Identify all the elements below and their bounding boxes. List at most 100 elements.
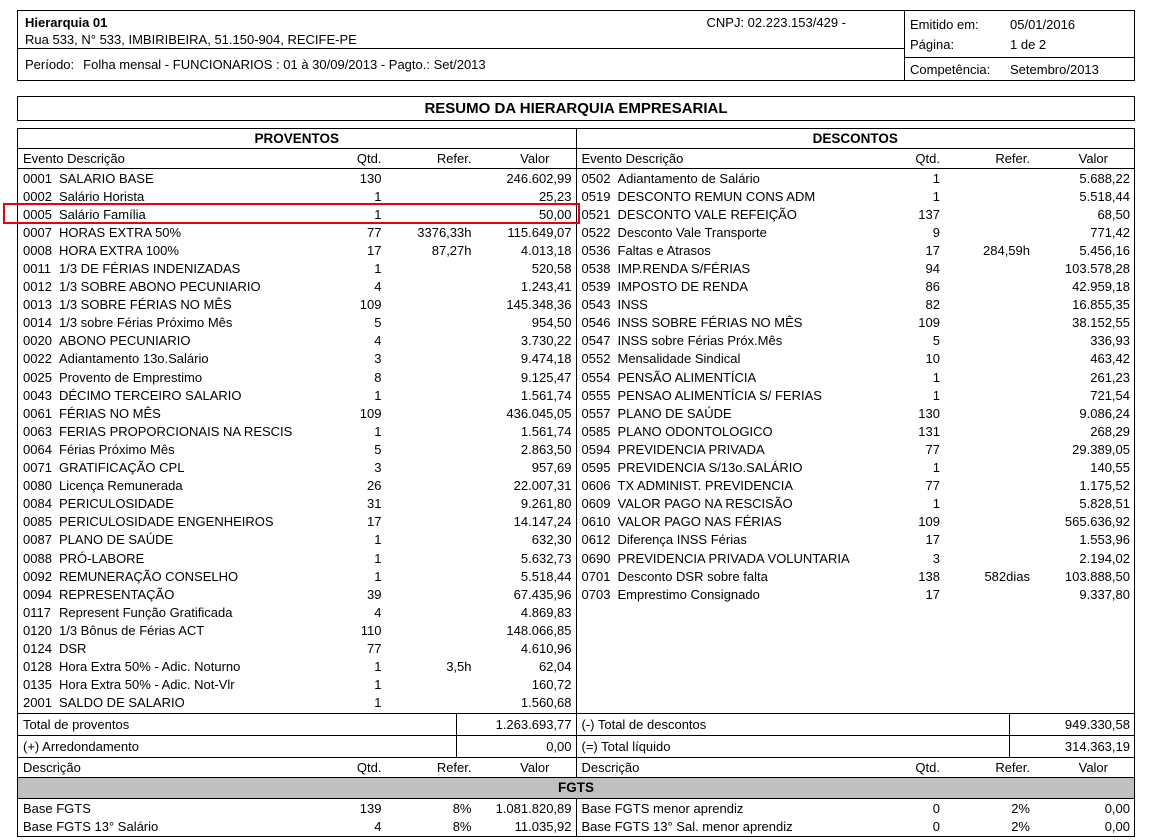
event-description: PREVIDENCIA S/13o.SALÁRIO (617, 460, 803, 476)
event-refer: 582dias (984, 568, 1030, 584)
event-value: 68,50 (1097, 206, 1130, 222)
event-code: 0087 (23, 532, 52, 548)
event-description: INSS (617, 297, 648, 313)
table-row: 0519 DESCONTO REMUN CONS ADM 1 5.518,44 (577, 187, 1135, 205)
report-header-left: Hierarquia 01 CNPJ: 02.223.153/429 - Rua… (18, 11, 904, 80)
event-code: 0555 (581, 387, 611, 403)
table-row: 0008 HORA EXTRA 100% 17 87,27h 4.013,18 (18, 241, 576, 259)
event-qty: 1 (932, 460, 940, 476)
table-row: 0546 INSS SOBRE FÉRIAS NO MÊS 109 38.152… (577, 314, 1135, 332)
table-row: 0064 Férias Próximo Mês 5 2.863,50 (18, 440, 576, 458)
event-description: INSS sobre Férias Próx.Mês (617, 333, 783, 349)
event-description: Represent Função Gratificada (59, 604, 233, 620)
event-qty: 109 (359, 405, 382, 421)
event-code: 0521 (581, 206, 611, 222)
table-row: 0085 PERICULOSIDADE ENGENHEIROS 17 14.14… (18, 513, 576, 531)
event-code: 0012 (23, 279, 52, 295)
table-row: 0080 Licença Remunerada 26 22.007,31 (18, 477, 576, 495)
event-description: REMUNERAÇÃO CONSELHO (59, 568, 239, 584)
table-row: 0521 DESCONTO VALE REFEIÇÃO 137 68,50 (577, 205, 1135, 223)
event-value: 42.959,18 (1072, 279, 1130, 295)
event-value: 9.261,80 (520, 496, 572, 512)
event-value: 721,54 (1090, 387, 1130, 403)
report-header: Hierarquia 01 CNPJ: 02.223.153/429 - Rua… (17, 10, 1135, 81)
table-row: 0020 ABONO PECUNIARIO 4 3.730,22 (18, 332, 576, 350)
event-code: 0064 (23, 441, 52, 457)
event-value: 261,23 (1090, 369, 1130, 385)
table-row: 0610 VALOR PAGO NAS FÉRIAS 109 565.636,9… (577, 513, 1135, 531)
event-qty: 39 (367, 586, 382, 602)
event-code: 0557 (581, 405, 611, 421)
table-row: Base FGTS 139 8% 1.081.820,89 (18, 799, 576, 817)
event-value: 268,29 (1090, 423, 1130, 439)
event-qty: 5 (374, 315, 382, 331)
event-value: 632,30 (531, 532, 572, 548)
event-qty: 1 (932, 496, 940, 512)
event-value: 1.175,52 (1079, 478, 1130, 494)
proventos-rows: 0001 SALARIO BASE 130 246.602,99 0002 Sa… (3, 169, 579, 713)
event-description: FÉRIAS NO MÊS (59, 405, 161, 421)
event-qty: 1 (374, 568, 382, 584)
table-row: 0063 FERIAS PROPORCIONAIS NA RESCIS 1 1.… (18, 422, 576, 440)
column-header-qtd: Qtd. (915, 760, 940, 775)
competence-row: Competência: Setembro/2013 (905, 58, 1134, 80)
table-row: 0117 Represent Função Gratificada 4 4.86… (18, 603, 576, 621)
table-row: 0536 Faltas e Atrasos 17 284,59h 5.456,1… (577, 241, 1135, 259)
event-qty: 17 (367, 242, 382, 258)
table-row: 0703 Emprestimo Consignado 17 9.337,80 (577, 585, 1135, 603)
event-qty: 17 (925, 586, 940, 602)
fgts-left-headers: Descrição Qtd. Refer. Valor (18, 758, 576, 778)
event-value: 5.688,22 (1079, 170, 1130, 186)
event-qty: 1 (374, 550, 382, 566)
event-value: 565.636,92 (1064, 514, 1130, 530)
event-code: 0080 (23, 478, 52, 494)
event-qty: 1 (374, 387, 382, 403)
event-qty: 5 (374, 441, 382, 457)
event-value: 1.561,74 (520, 423, 572, 439)
event-code: 0043 (23, 387, 52, 403)
event-description: HORA EXTRA 100% (59, 242, 179, 258)
event-value: 5.518,44 (1079, 188, 1130, 204)
column-header-refer: Refer. (995, 151, 1030, 166)
event-description: PENSAO ALIMENTÍCIA S/ FERIAS (617, 387, 822, 403)
table-row: 0124 DSR 77 4.610,96 (18, 639, 576, 657)
event-code: 0701 (581, 568, 611, 584)
event-code: 0088 (23, 550, 52, 566)
emitted-value: 05/01/2016 (1010, 16, 1076, 32)
event-qty: 110 (360, 622, 382, 638)
total-row: (-) Total de descontos 949.330,58 (576, 714, 1134, 736)
table-row: 0594 PREVIDENCIA PRIVADA 77 29.389,05 (577, 440, 1135, 458)
event-code: 0008 (23, 242, 52, 258)
event-code: 0539 (581, 279, 611, 295)
event-description: Salário Horista (59, 188, 145, 204)
events-columns: PROVENTOS Evento Descrição Qtd. Refer. V… (3, 129, 1135, 713)
event-description: Licença Remunerada (59, 478, 183, 494)
event-qty: 3 (374, 351, 382, 367)
event-qty: 77 (925, 478, 940, 494)
period-label: Período: (25, 57, 75, 73)
event-value: 50,00 (538, 206, 572, 222)
event-code: 0554 (581, 369, 611, 385)
base-qty: 0 (932, 800, 940, 816)
event-description: Diferença INSS Férias (617, 532, 747, 548)
event-description: Adiantamento de Salário (617, 170, 760, 186)
event-qty: 26 (367, 478, 382, 494)
event-value: 62,04 (538, 659, 572, 675)
event-description: Desconto Vale Transporte (617, 224, 767, 240)
event-value: 1.553,96 (1079, 532, 1130, 548)
event-description: Hora Extra 50% - Adic. Not-Vlr (59, 677, 235, 693)
table-row: 0011 1/3 DE FÉRIAS INDENIZADAS 1 520,58 (18, 259, 576, 277)
base-description: Base FGTS (23, 800, 91, 816)
base-refer: 2% (1011, 818, 1030, 834)
table-row: 0022 Adiantamento 13o.Salário 3 9.474,18 (18, 350, 576, 368)
total-label: (=) Total líquido (581, 739, 671, 754)
event-refer: 87,27h (431, 242, 472, 258)
table-row: 0120 1/3 Bônus de Férias ACT 110 148.066… (18, 621, 576, 639)
base-qty: 0 (932, 818, 940, 834)
event-value: 954,50 (531, 315, 572, 331)
event-code: 0135 (23, 677, 52, 693)
event-code: 0594 (581, 441, 611, 457)
event-code: 0085 (23, 514, 52, 530)
fgts-rows: Base FGTS 139 8% 1.081.820,89 Base FGTS … (18, 799, 1134, 836)
